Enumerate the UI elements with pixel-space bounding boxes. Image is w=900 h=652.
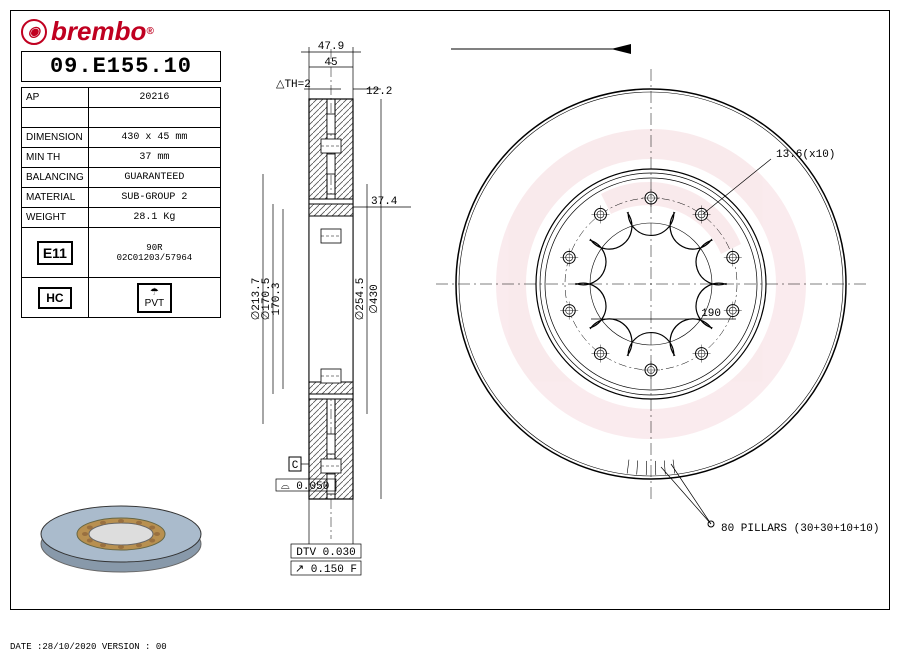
spec-value — [88, 108, 220, 128]
brand-text: brembo — [51, 16, 146, 47]
dim-top-outer: 47.9 — [318, 41, 344, 53]
cert-code: 90R 02C01203/57964 — [88, 228, 220, 278]
brand-logo: ◉ brembo® — [21, 16, 154, 47]
pvt-badge: ☂PVT — [137, 283, 172, 313]
dim-bolt: 13.6(x10) — [776, 149, 835, 161]
brand-icon: ◉ — [21, 19, 47, 45]
date-version: DATE :28/10/2020 VERSION : 00 — [10, 642, 167, 652]
spec-label: BALANCING — [22, 168, 89, 188]
spec-value: 430 x 45 mm — [88, 128, 220, 148]
spec-label — [22, 108, 89, 128]
spec-table: AP20216 DIMENSION430 x 45 mmMIN TH37 mmBA… — [21, 87, 221, 318]
dim-dtv: DTV 0.030 — [296, 547, 355, 559]
part-number: 09.E155.10 — [21, 51, 221, 82]
dim-c: C — [292, 460, 299, 472]
spec-value: 37 mm — [88, 148, 220, 168]
spec-value: 28.1 Kg — [88, 208, 220, 228]
disc-render-3d — [31, 459, 211, 599]
dim-runout: ↗ 0.150 F — [295, 564, 357, 576]
technical-drawing: 47.9 45 △TH=2 12.2 37.4 ∅213.7 ∅ — [231, 19, 881, 599]
dim-pillars: 80 PILLARS (30+30+10+10) — [721, 523, 879, 535]
spec-label: MATERIAL — [22, 188, 89, 208]
cert-mark: E11 — [37, 241, 73, 265]
spec-label: WEIGHT — [22, 208, 89, 228]
spec-value: GUARANTEED — [88, 168, 220, 188]
spec-label: DIMENSION — [22, 128, 89, 148]
spec-label: AP — [22, 88, 89, 108]
dim-d3: 170.3 — [271, 282, 283, 315]
dim-top-inner: 45 — [324, 57, 337, 69]
dim-pcd: 190 — [701, 308, 721, 320]
dim-d4: ∅254.5 — [355, 278, 367, 321]
spec-label: MIN TH — [22, 148, 89, 168]
dim-offset: 12.2 — [366, 86, 392, 98]
dim-shoulder: 37.4 — [371, 196, 398, 208]
hc-badge: HC — [38, 287, 71, 309]
spec-value: SUB-GROUP 2 — [88, 188, 220, 208]
dim-d5: ∅430 — [369, 284, 381, 313]
spec-value: 20216 — [88, 88, 220, 108]
